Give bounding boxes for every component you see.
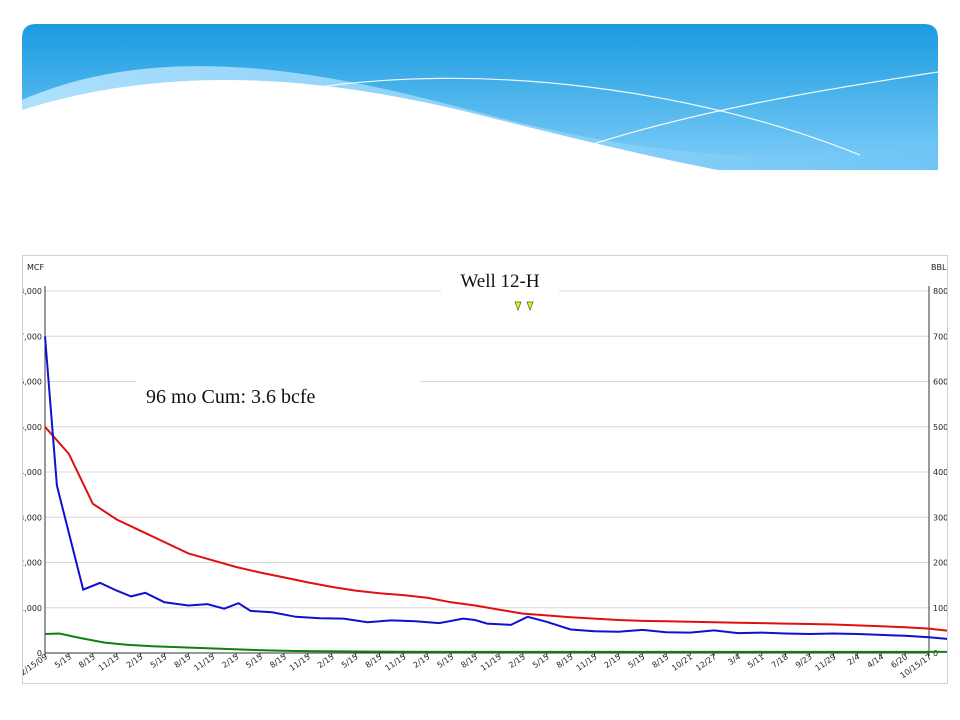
banner-white-wave (22, 79, 938, 200)
event-marker (526, 301, 534, 311)
y-right-tick-label: 600 (933, 378, 947, 387)
series-line (44, 632, 947, 653)
x-tick-label: 4/14 (865, 652, 885, 670)
cumulative-annotation: 96 mo Cum: 3.6 bcfe (146, 385, 316, 408)
x-tick-label: 2/15 (412, 652, 432, 670)
x-tick-label: 8/15 (173, 652, 193, 670)
y-left-tick-label: 2,000 (23, 559, 42, 568)
x-tick-label: 11/15 (288, 652, 312, 673)
x-tick-label: 8/15 (364, 652, 384, 670)
chart-frame: 0 1,000 2,000 3,000 4,000 5,000 6,000 7,000 8,00… (22, 255, 948, 684)
x-tick-label: 5/15 (244, 652, 264, 670)
y-left-unit: MCF (27, 263, 44, 272)
x-tick-label: 2/15 (220, 652, 240, 670)
x-tick-label: 5/15 (53, 652, 73, 670)
y-right-tick-label: 0 (933, 649, 938, 658)
y-left-tick-label: 8,000 (23, 287, 42, 296)
x-tick-label: 12/27 (694, 652, 718, 673)
x-tick-label: 5/15 (531, 652, 551, 670)
y-right-tick-label: 300 (933, 513, 947, 522)
y-left-tick-label: 1,000 (23, 604, 42, 613)
y-left-tick-label: 5,000 (23, 423, 42, 432)
x-tick-label: 2/15 (125, 652, 145, 670)
x-tick-label: 11/15 (192, 652, 216, 673)
y-right-tick-label: 500 (933, 423, 947, 432)
x-tick-label: 5/11 (746, 652, 766, 670)
y-right-unit: BBL (931, 263, 947, 272)
x-tick-label: 3/4 (726, 652, 742, 667)
x-tick-label: 7/18 (770, 652, 790, 670)
series-line (44, 336, 947, 640)
y-left-tick-label: 4,000 (23, 468, 42, 477)
x-tick-label: 8/15 (268, 652, 288, 670)
x-tick-label: 5/15 (435, 652, 455, 670)
x-tick-label: 2/4 (846, 652, 862, 667)
x-tick-label: 5/15 (627, 652, 647, 670)
y-right-tick-label: 700 (933, 332, 947, 341)
x-tick-label: 5/15 (340, 652, 360, 670)
y-left-tick-label: 0 (37, 649, 42, 658)
x-tick-label: 2/15 (316, 652, 336, 670)
x-tick-label: 9/23 (794, 652, 814, 670)
x-tick-label: 11/15 (479, 652, 503, 673)
x-tick-label: 5/15 (149, 652, 169, 670)
production-chart: 0 1,000 2,000 3,000 4,000 5,000 6,000 7,000 8,00… (23, 263, 947, 680)
x-tick-label: 10/21 (670, 652, 694, 673)
header-banner (22, 24, 939, 200)
y-right-tick-label: 800 (933, 287, 947, 296)
x-tick-label: 8/15 (459, 652, 479, 670)
y-right-tick-label: 400 (933, 468, 947, 477)
y-right-tick-label: 100 (933, 604, 947, 613)
x-tick-label: 8/15 (650, 652, 670, 670)
banner-line-2 (589, 71, 939, 146)
chart-title-box: Well 12-H (441, 270, 559, 294)
y-left-tick-label: 6,000 (23, 378, 42, 387)
x-tick-label: 8/15 (555, 652, 575, 670)
x-tick-label: 11/29 (814, 652, 838, 673)
x-tick-label: 11/15 (97, 652, 121, 673)
series-line (44, 426, 947, 632)
x-tick-label: 2/15 (603, 652, 623, 670)
x-tick-label: 11/15 (383, 652, 407, 673)
y-left-tick-label: 7,000 (23, 332, 42, 341)
banner-line (299, 77, 861, 156)
cumulative-annotation-box: 96 mo Cum: 3.6 bcfe (136, 380, 420, 414)
y-right-tick-label: 200 (933, 559, 947, 568)
x-tick-label: 2/15 (507, 652, 527, 670)
y-left-tick-label: 3,000 (23, 513, 42, 522)
x-tick-label: 11/15 (575, 652, 599, 673)
x-tick-label: 8/15 (77, 652, 97, 670)
chart-title: Well 12-H (460, 271, 540, 292)
event-marker (514, 301, 522, 311)
